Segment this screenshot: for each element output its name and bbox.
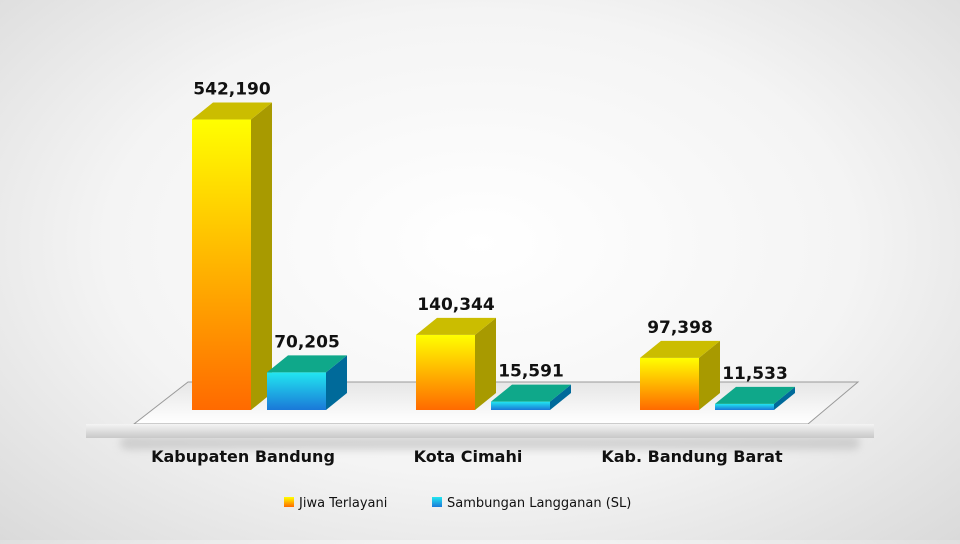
data-label: 70,205 <box>274 332 340 352</box>
bar <box>640 340 720 410</box>
bar-front <box>416 334 475 410</box>
data-label: 11,533 <box>722 364 788 384</box>
bar <box>715 386 795 410</box>
legend-swatch <box>284 497 294 507</box>
category-label: Kab. Bandung Barat <box>601 447 783 466</box>
bar-side <box>550 384 571 410</box>
bar <box>491 384 571 410</box>
legend: Jiwa Terlayani Sambungan Langganan (SL) <box>284 496 631 511</box>
bar-side <box>475 317 496 410</box>
bar <box>267 355 347 410</box>
bar-top <box>192 102 272 120</box>
bar-side <box>774 386 795 410</box>
bar-front <box>640 357 699 410</box>
category-label: Kota Cimahi <box>414 447 523 466</box>
data-label: 542,190 <box>193 80 271 100</box>
legend-item: Jiwa Terlayani <box>284 496 387 511</box>
category-axis: Kabupaten Bandung Kota Cimahi Kab. Bandu… <box>151 447 783 466</box>
legend-swatch <box>432 497 442 507</box>
data-label: 97,398 <box>647 318 713 338</box>
data-label: 15,591 <box>498 362 564 382</box>
bar-front <box>192 119 251 410</box>
bar-side <box>699 340 720 410</box>
bar-side <box>326 355 347 410</box>
bar-front <box>715 403 774 410</box>
bar-front <box>267 372 326 410</box>
bar-top <box>715 386 795 404</box>
bars-layer <box>192 102 795 410</box>
bar-top <box>640 340 720 358</box>
bar-top <box>267 355 347 373</box>
bar-side <box>251 102 272 410</box>
legend-label: Sambungan Langganan (SL) <box>447 496 631 511</box>
bar-top <box>416 317 496 335</box>
bar <box>416 317 496 410</box>
category-label: Kabupaten Bandung <box>151 447 335 466</box>
bar-top <box>491 384 571 402</box>
legend-item: Sambungan Langganan (SL) <box>432 496 631 511</box>
value-labels: 542,190 70,205 140,344 15,591 97,398 11,533 <box>193 80 788 384</box>
legend-label: Jiwa Terlayani <box>298 496 387 511</box>
floor-front-edge <box>86 424 874 438</box>
bar <box>192 102 272 410</box>
bar-front <box>491 401 550 410</box>
data-label: 140,344 <box>417 295 495 315</box>
